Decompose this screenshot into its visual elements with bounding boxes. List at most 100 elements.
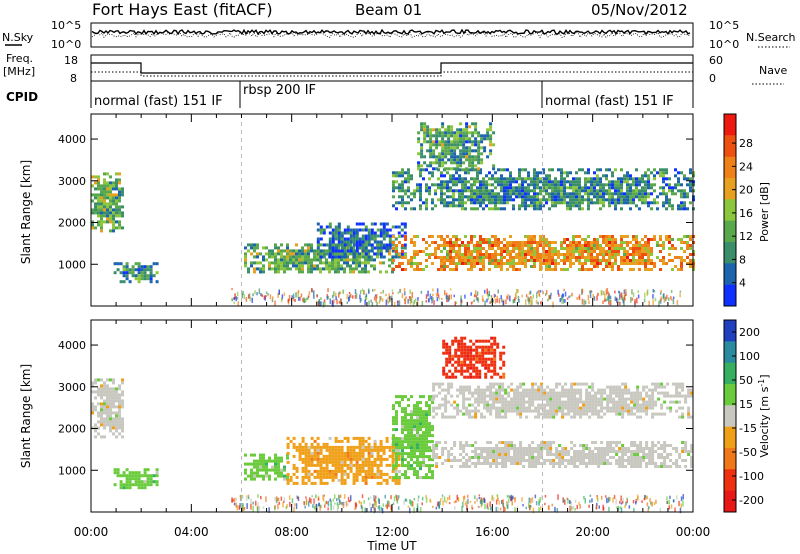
date-label: 05/Nov/2012 [591, 1, 688, 19]
data-region-3 [244, 453, 289, 481]
velocity-ylabel: Slant Range [km] [19, 364, 33, 468]
colorbar-tick-label: -50 [739, 446, 757, 459]
colorbar-frame [723, 113, 737, 307]
cpid-segment-2: rbsp 200 IF [243, 83, 316, 98]
noise-sky-label: N.Sky [2, 31, 34, 44]
colorbar-tick-label: 50 [739, 374, 753, 387]
colorbar-swatch [724, 114, 736, 136]
data-region-5 [392, 235, 695, 271]
colorbar-swatch [724, 490, 736, 513]
noise-right-tick-top: 10^5 [709, 19, 739, 32]
power-panel: 1000 2000 3000 4000 Slant Range [km] [19, 113, 695, 308]
colorbar-swatch [724, 178, 736, 200]
colorbar-swatch [724, 469, 736, 492]
cpid-row: CPID normal (fast) 151 IF rbsp 200 IF no… [6, 81, 694, 109]
power-colorbar: 4 8 12 16 20 24 28 Power [dB] [723, 113, 771, 307]
freq-label: Freq. [6, 52, 33, 65]
data-region-2 [113, 468, 159, 490]
colorbar-tick-label: -100 [739, 470, 764, 483]
velocity-panel: 1000 2000 3000 4000 Slant Range [km] [19, 319, 694, 514]
data-region-6 [432, 441, 694, 468]
data-region-8 [442, 336, 506, 379]
velocity-axes: 1000 2000 3000 4000 [58, 320, 694, 512]
y-tick-label: 1000 [58, 258, 86, 271]
data-region-5 [392, 395, 434, 480]
colorbar-tick-label: -200 [739, 494, 764, 507]
colorbar-swatch [724, 341, 736, 364]
colorbar-swatch [724, 135, 736, 158]
y-tick-label: 4000 [58, 339, 86, 352]
freq-unit-label: [MHz] [3, 65, 35, 78]
noise-trace [91, 28, 691, 39]
colorbar-swatch [724, 405, 736, 428]
colorbar-tick-label: 8 [739, 253, 746, 266]
colorbar-tick-label: 4 [739, 277, 746, 290]
colorbar-tick-label: 20 [739, 184, 753, 197]
freq-tick-top: 18 [64, 54, 78, 67]
time-tick-label: 00:00 [676, 525, 711, 539]
colorbar-tick-label: -15 [739, 422, 757, 435]
data-region-1 [91, 378, 124, 439]
time-tick-label: 00:00 [74, 525, 109, 539]
colorbar-tick-label: 15 [739, 398, 753, 411]
colorbar-tick-label: 200 [739, 326, 760, 339]
power-axes: 1000 2000 3000 4000 [58, 114, 694, 306]
colorbar-swatch [724, 448, 736, 470]
power-colorbar-label: Power [dB] [758, 182, 771, 242]
time-axis-label: Time UT [366, 539, 417, 553]
time-tick-label: 20:00 [575, 525, 610, 539]
data-region-2 [113, 262, 159, 284]
time-tick-label: 12:00 [375, 525, 410, 539]
colorbar-swatch [724, 199, 736, 222]
y-tick-label: 3000 [58, 175, 86, 188]
noise-left-tick-bottom: 10^0 [51, 38, 81, 51]
noise-panel: N.Sky 10^5 10^0 10^5 10^0 N.Search [2, 19, 796, 51]
velocity-colorbar-label: Velocity [m s-1] [757, 374, 771, 457]
colorbar-swatch [724, 156, 736, 179]
data-region-4 [316, 222, 407, 259]
colorbar-tick-label: 16 [739, 207, 753, 220]
station-title: Fort Hays East (fitACF) [92, 0, 273, 19]
noise-search-line [91, 31, 691, 39]
time-axis: 00:00 04:00 08:00 12:00 16:00 20:00 00:00 [74, 525, 711, 539]
colorbar-tick-label: 24 [739, 160, 753, 173]
cpid-segment-3: normal (fast) 151 IF [545, 94, 674, 109]
power-ylabel: Slant Range [km] [19, 160, 33, 264]
nave-label: Nave [759, 64, 787, 77]
noise-sky-line [91, 28, 691, 36]
data-region-7 [417, 122, 496, 171]
nave-tick-top: 60 [709, 54, 723, 67]
cpid-label: CPID [6, 90, 38, 104]
ground-scatter-speckle [231, 494, 684, 514]
noise-search-label: N.Search [746, 31, 796, 44]
beam-label: Beam 01 [355, 1, 422, 19]
velocity-data-marks [91, 336, 694, 514]
colorbar-swatch [724, 242, 736, 264]
noise-right-tick-bottom: 10^0 [709, 38, 739, 51]
colorbar-swatch [724, 263, 736, 286]
data-region-1 [91, 172, 124, 233]
colorbar-swatch [724, 362, 736, 385]
velocity-colorbar: 200 100 50 15 -15 -50 -100 -200 Velocity [m s-1… [723, 319, 771, 513]
colorbar-swatch [724, 320, 736, 342]
data-region-6 [392, 168, 695, 211]
time-tick-label: 08:00 [274, 525, 309, 539]
colorbar-swatch [724, 426, 736, 449]
freq-tick-bottom: 8 [70, 72, 77, 85]
power-data-marks [91, 122, 695, 308]
time-tick-label: 16:00 [475, 525, 510, 539]
colorbar-tick-label: 28 [739, 137, 753, 150]
y-tick-label: 2000 [58, 217, 86, 230]
y-tick-label: 4000 [58, 133, 86, 146]
cpid-segment-1: normal (fast) 151 IF [94, 94, 223, 109]
colorbar-frame [723, 319, 737, 513]
data-region-7 [432, 382, 694, 419]
time-tick-label: 04:00 [174, 525, 209, 539]
colorbar-tick-label: 100 [739, 350, 760, 363]
colorbar-swatch [724, 220, 736, 243]
y-tick-label: 2000 [58, 423, 86, 436]
y-tick-label: 1000 [58, 464, 86, 477]
noise-left-tick-top: 10^5 [51, 19, 81, 32]
ground-scatter-speckle [231, 288, 682, 308]
